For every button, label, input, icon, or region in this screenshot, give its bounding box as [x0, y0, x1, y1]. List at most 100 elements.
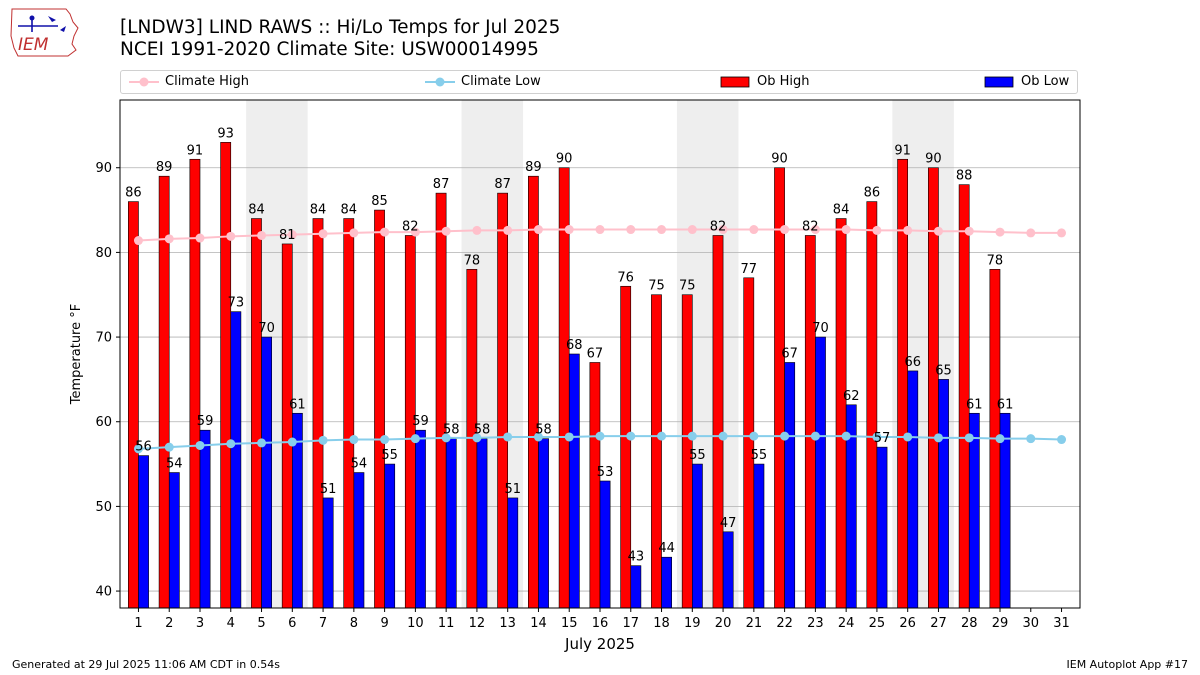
label-ob-low-8: 54: [351, 457, 368, 472]
label-ob-high-4: 93: [217, 126, 234, 141]
point-climate-low-5: [257, 438, 267, 448]
label-ob-low-10: 59: [412, 414, 429, 429]
bar-ob-high-6: [281, 243, 293, 609]
label-ob-low-21: 55: [751, 448, 768, 463]
label-ob-high-20: 82: [710, 219, 727, 234]
bar-ob-low-16: [599, 480, 611, 609]
bar-ob-high-5: [251, 218, 262, 609]
label-ob-high-18: 75: [648, 279, 665, 294]
point-climate-low-20: [718, 431, 728, 441]
point-climate-high-3: [195, 233, 205, 243]
label-ob-high-3: 91: [187, 143, 204, 158]
y-tick-label-80: 80: [95, 246, 112, 261]
label-ob-low-2: 54: [166, 457, 183, 472]
point-climate-low-1: [133, 444, 143, 454]
label-ob-low-13: 51: [504, 482, 521, 497]
point-climate-high-24: [841, 225, 851, 235]
label-ob-high-11: 87: [433, 177, 450, 192]
x-tick-label-7: 7: [319, 616, 327, 631]
bar-ob-low-27: [938, 379, 949, 609]
bar-ob-low-25: [876, 446, 888, 609]
bar-ob-high-21: [743, 277, 755, 609]
x-tick-label-20: 20: [715, 616, 732, 631]
point-climate-high-15: [564, 225, 574, 235]
label-ob-high-28: 88: [956, 169, 973, 184]
point-climate-high-18: [657, 225, 667, 235]
label-ob-low-9: 55: [381, 448, 398, 463]
label-ob-low-3: 59: [197, 414, 214, 429]
bar-ob-high-9: [374, 209, 385, 609]
point-climate-high-8: [349, 228, 359, 238]
point-climate-high-14: [533, 225, 543, 235]
x-tick-label-29: 29: [992, 616, 1009, 631]
point-climate-high-6: [287, 230, 297, 240]
label-ob-high-24: 84: [833, 203, 850, 218]
point-climate-low-19: [687, 431, 697, 441]
point-climate-low-18: [657, 431, 667, 441]
bar-ob-high-24: [835, 218, 847, 609]
x-tick-label-6: 6: [288, 616, 296, 631]
bar-ob-low-4: [230, 311, 242, 609]
label-ob-low-5: 70: [258, 321, 275, 336]
legend-label-climate-high: Climate High: [165, 74, 250, 89]
point-climate-high-22: [780, 225, 790, 235]
label-ob-high-21: 77: [740, 262, 757, 277]
point-climate-low-16: [595, 431, 605, 441]
point-climate-high-26: [903, 225, 913, 235]
x-tick-label-4: 4: [227, 616, 235, 631]
label-ob-low-19: 55: [689, 448, 706, 463]
label-ob-high-13: 87: [494, 177, 511, 192]
point-climate-high-11: [441, 226, 451, 236]
bar-ob-low-7: [322, 497, 334, 609]
point-climate-high-19: [687, 225, 697, 235]
bar-ob-high-3: [189, 158, 201, 609]
label-ob-high-19: 75: [679, 279, 696, 294]
label-ob-high-22: 90: [771, 152, 788, 167]
label-ob-low-23: 70: [812, 321, 829, 336]
x-tick-label-12: 12: [469, 616, 486, 631]
x-tick-label-5: 5: [257, 616, 265, 631]
chart-title-block: [LNDW3] LIND RAWS :: Hi/Lo Temps for Jul…: [120, 17, 560, 61]
point-climate-low-6: [287, 437, 297, 447]
label-ob-high-2: 89: [156, 160, 173, 175]
legend-label-ob-high: Ob High: [757, 74, 810, 89]
iem-logo: IEM: [8, 6, 80, 60]
x-tick-label-17: 17: [622, 616, 639, 631]
bar-ob-low-14: [538, 438, 549, 609]
data-labels: 86 56 89 54 91 59 93 73 84 70 81 61 84 51 84 54 85 55 82 59…: [125, 126, 1013, 564]
bar-ob-high-25: [866, 201, 878, 609]
bar-ob-low-28: [968, 412, 980, 609]
x-tick-label-16: 16: [592, 616, 609, 631]
bar-ob-high-8: [343, 218, 355, 609]
bar-ob-high-18: [651, 294, 662, 609]
label-ob-low-25: 57: [874, 431, 891, 446]
point-climate-low-4: [226, 439, 236, 449]
point-climate-low-23: [810, 431, 820, 441]
point-climate-low-9: [380, 435, 390, 445]
y-tick-label-90: 90: [95, 161, 112, 176]
x-tick-label-13: 13: [499, 616, 516, 631]
bar-ob-high-20: [712, 235, 724, 609]
label-ob-low-7: 51: [320, 482, 337, 497]
label-ob-high-1: 86: [125, 186, 142, 201]
label-ob-high-5: 84: [248, 203, 265, 218]
point-climate-low-12: [472, 433, 482, 443]
point-climate-low-25: [872, 432, 882, 442]
label-ob-low-29: 61: [997, 397, 1014, 412]
point-climate-high-23: [810, 225, 820, 235]
label-ob-low-28: 61: [966, 397, 983, 412]
bar-ob-low-10: [415, 429, 426, 609]
bar-ob-low-8: [353, 472, 365, 609]
x-tick-label-2: 2: [165, 616, 173, 631]
bar-ob-low-11: [445, 438, 457, 609]
footer-app-id: IEM Autoplot App #17: [1066, 658, 1189, 671]
label-ob-low-15: 68: [566, 338, 583, 353]
point-climate-low-7: [318, 435, 328, 445]
bar-ob-low-9: [384, 463, 396, 609]
x-tick-label-10: 10: [407, 616, 424, 631]
label-ob-high-7: 84: [310, 203, 327, 218]
point-climate-low-22: [780, 431, 790, 441]
y-tick-label-40: 40: [95, 585, 112, 600]
bar-ob-high-16: [589, 362, 601, 609]
